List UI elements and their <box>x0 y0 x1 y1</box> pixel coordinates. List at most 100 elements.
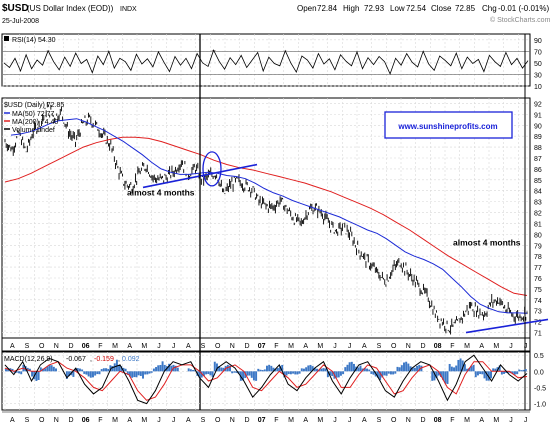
macd-value: -0.067 <box>66 356 86 363</box>
macd-histogram-bar <box>344 367 347 372</box>
macd-histogram-bar <box>263 369 266 372</box>
price-tick-label: 77 <box>534 265 542 272</box>
x-tick-label-bottom: 06 <box>82 417 90 424</box>
macd-histogram-bar <box>479 371 482 375</box>
macd-histogram-bar <box>135 371 138 378</box>
rsi-tick-label: 50 <box>534 61 542 68</box>
macd-histogram-bar <box>122 367 125 372</box>
x-tick-label: 06 <box>82 343 90 350</box>
macd-title: MACD(12,26,9) <box>4 356 53 363</box>
x-tick-label-bottom: O <box>39 417 45 424</box>
header-close-label: Close <box>431 4 452 13</box>
macd-histogram-bar <box>435 371 438 378</box>
macd-sep: , <box>90 356 92 363</box>
x-tick-label-bottom: O <box>215 417 221 424</box>
macd-histogram-bar <box>7 368 10 372</box>
macd-histogram-bar <box>31 371 34 377</box>
x-tick-label-bottom: N <box>406 417 411 424</box>
macd-histogram-bar <box>431 371 434 381</box>
macd-histogram-bar <box>524 369 527 372</box>
macd-histogram-bar <box>220 367 223 372</box>
macd-histogram-bar <box>511 371 514 375</box>
header-open-value: 72.84 <box>317 4 338 13</box>
macd-histogram-bar <box>448 363 451 372</box>
macd-histogram-bar <box>383 371 386 376</box>
macd-histogram-bar <box>5 369 7 372</box>
x-tick-label-bottom: J <box>157 417 161 424</box>
watermark: © StockCharts.com <box>490 16 550 24</box>
x-tick-label-bottom: M <box>464 417 470 424</box>
macd-histogram-bar <box>353 363 355 372</box>
price-title: $USD (Daily) 72.85 <box>4 102 64 109</box>
rsi-tick-label: 30 <box>534 72 542 79</box>
price-tick-label: 89 <box>534 134 542 141</box>
macd-histogram-bar <box>285 371 288 376</box>
macd-histogram-bar <box>276 368 279 372</box>
x-tick-label: D <box>244 343 249 350</box>
macd-histogram-bar <box>109 365 112 372</box>
macd-histogram-bar <box>505 371 508 373</box>
macd-histogram-bar <box>385 371 388 376</box>
macd-histogram-bar <box>192 369 195 372</box>
macd-histogram-bar <box>137 371 140 376</box>
macd-histogram-bar <box>176 367 179 372</box>
x-tick-label: M <box>288 343 294 350</box>
macd-histogram-bar <box>298 371 301 374</box>
header-low-value: 72.54 <box>406 4 427 13</box>
macd-histogram-bar <box>255 371 258 381</box>
macd-histogram-bar <box>513 371 516 375</box>
macd-histogram-bar <box>366 368 369 372</box>
macd-histogram-bar <box>289 371 292 375</box>
x-tick-label: M <box>317 343 323 350</box>
macd-histogram-bar <box>444 371 447 384</box>
macd-histogram-bar <box>242 371 245 381</box>
price-tick-label: 79 <box>534 243 542 250</box>
x-tick-label: N <box>230 343 235 350</box>
macd-histogram-bar <box>105 368 108 372</box>
macd-histogram-bar <box>405 361 408 372</box>
macd-histogram-bar <box>102 368 105 372</box>
banner-box <box>384 111 513 139</box>
header-date: 25-Jul-2008 <box>2 18 39 25</box>
macd-histogram-bar <box>370 371 373 374</box>
macd-histogram-bar <box>222 367 225 372</box>
macd-histogram-bar <box>248 371 251 376</box>
x-tick-label-bottom: J <box>509 417 513 424</box>
macd-histogram-bar <box>409 366 412 372</box>
macd-histogram-bar <box>400 365 403 372</box>
x-tick-label: 07 <box>258 343 266 350</box>
macd-histogram-bar <box>15 371 18 373</box>
macd-histogram-bar <box>292 371 295 374</box>
macd-histogram-bar <box>139 371 142 376</box>
macd-histogram-bar <box>18 371 21 374</box>
price-tick-label: 87 <box>534 156 542 163</box>
header-close-value: 72.85 <box>455 4 476 13</box>
x-tick-label: O <box>215 343 221 350</box>
macd-histogram-bar <box>131 371 134 378</box>
date-axis-band <box>1 337 531 352</box>
macd-histogram-bar <box>159 364 162 372</box>
x-tick-label: F <box>274 343 278 350</box>
macd-histogram-bar <box>152 368 155 372</box>
macd-histogram-bar <box>198 371 201 378</box>
macd-histogram-bar <box>161 361 164 372</box>
macd-histogram-bar <box>433 371 436 381</box>
macd-histogram-bar <box>474 371 477 378</box>
header-chg-value: -0.01 (-0.01%) <box>498 4 549 13</box>
macd-histogram-bar <box>305 367 308 372</box>
macd-tick-label: -1.0 <box>534 402 546 409</box>
x-tick-label-bottom: O <box>391 417 397 424</box>
macd-histogram-bar <box>259 369 262 372</box>
macd-histogram-bar <box>287 371 290 375</box>
x-tick-label-bottom: 08 <box>434 417 442 424</box>
x-tick-label-bottom: 07 <box>258 417 266 424</box>
macd-histogram-bar <box>324 368 327 372</box>
macd-histogram-bar <box>250 371 253 378</box>
price-tick-label: 90 <box>534 123 542 130</box>
x-tick-label-bottom: S <box>201 417 206 424</box>
x-tick-label-bottom: J <box>172 417 176 424</box>
x-tick-label-bottom: F <box>274 417 278 424</box>
macd-histogram-bar <box>55 368 57 372</box>
x-tick-label: M <box>464 343 470 350</box>
